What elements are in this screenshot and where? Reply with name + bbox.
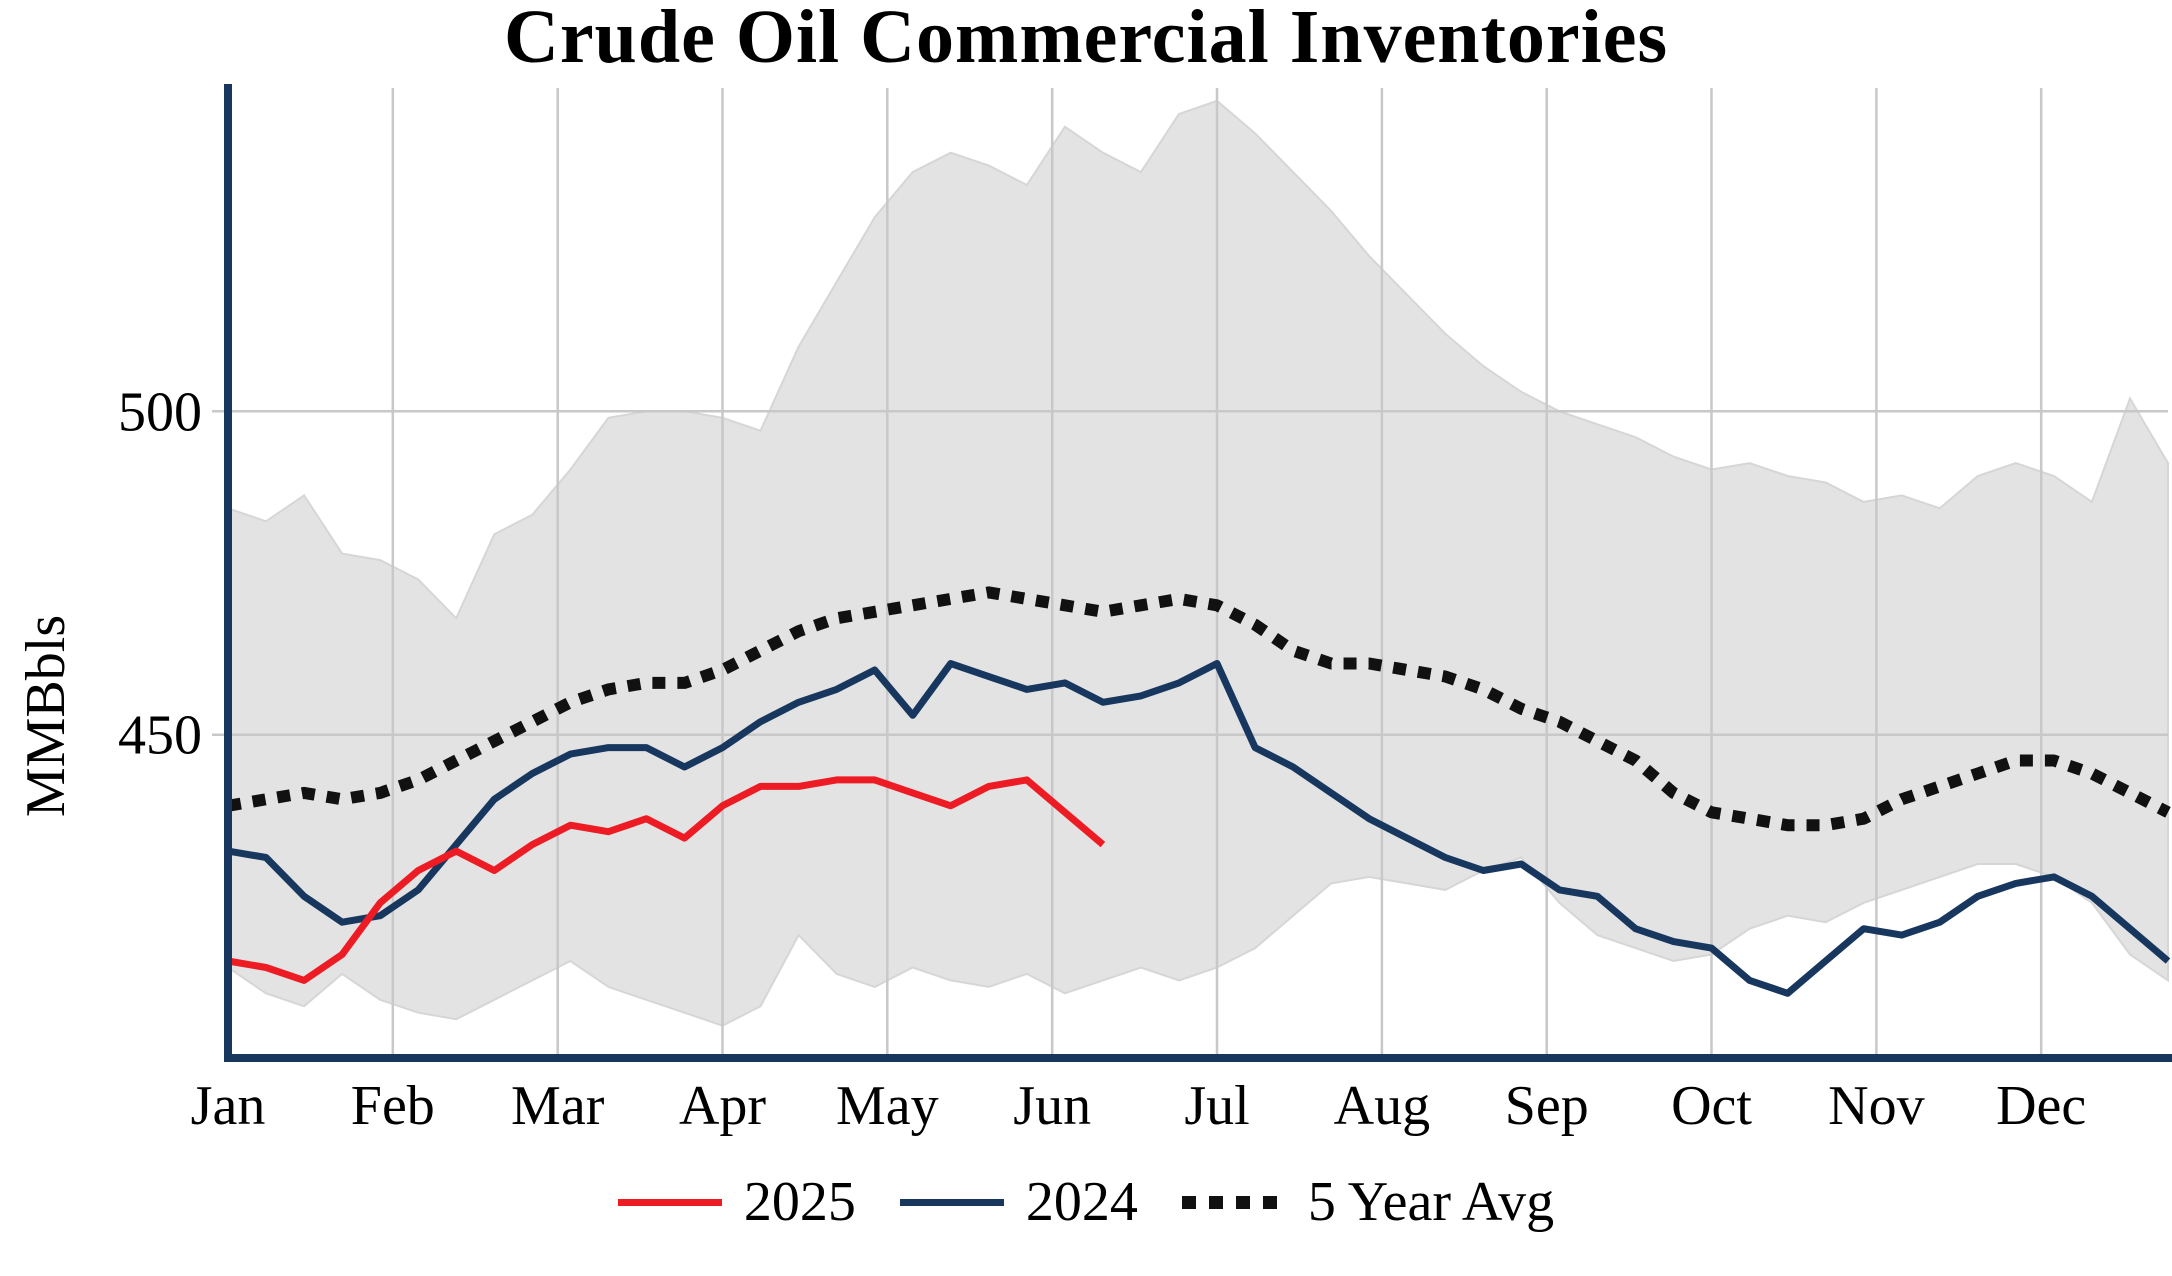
x-tick-label-feb: Feb bbox=[351, 1075, 435, 1137]
x-tick-label-jun: Jun bbox=[1013, 1075, 1091, 1137]
x-tick-label-jan: Jan bbox=[191, 1075, 266, 1137]
series-line-2025 bbox=[227, 776, 1106, 984]
legend: 2025 2024 5 Year Avg bbox=[0, 1170, 2172, 1234]
x-tick-label-apr: Apr bbox=[679, 1075, 766, 1137]
x-tick-label-may: May bbox=[836, 1075, 939, 1137]
legend-item-2024: 2024 bbox=[899, 1170, 1138, 1234]
x-tick-label-dec: Dec bbox=[1996, 1075, 2086, 1137]
plot-area: 450 500 Jan Feb Mar Apr May Jun Jul Aug Sep Oct Nov D… bbox=[118, 84, 2172, 1137]
x-tick-label-oct: Oct bbox=[1671, 1075, 1752, 1137]
x-tick-label-sep: Sep bbox=[1505, 1075, 1589, 1137]
legend-swatch-5yr-avg bbox=[1181, 1195, 1286, 1209]
legend-swatch-2025 bbox=[617, 1198, 722, 1206]
series-line-2024 bbox=[227, 660, 2171, 997]
legend-label-2024: 2024 bbox=[1025, 1171, 1138, 1233]
chart-title: Crude Oil Commercial Inventories bbox=[503, 0, 1669, 79]
x-tick-label-jul: Jul bbox=[1184, 1075, 1249, 1137]
x-tick-label-aug: Aug bbox=[1334, 1075, 1430, 1137]
legend-swatch-2024 bbox=[899, 1198, 1004, 1206]
legend-label-2025: 2025 bbox=[743, 1171, 856, 1233]
legend-item-2025: 2025 bbox=[617, 1170, 856, 1234]
legend-label-5yr-avg: 5 Year Avg bbox=[1307, 1171, 1555, 1233]
y-tick-label-450: 450 bbox=[118, 705, 202, 767]
y-tick-label-500: 500 bbox=[118, 381, 202, 443]
x-tick-label-nov: Nov bbox=[1828, 1075, 1924, 1137]
legend-item-5yr-avg: 5 Year Avg bbox=[1181, 1170, 1555, 1234]
x-tick-label-mar: Mar bbox=[511, 1075, 605, 1137]
